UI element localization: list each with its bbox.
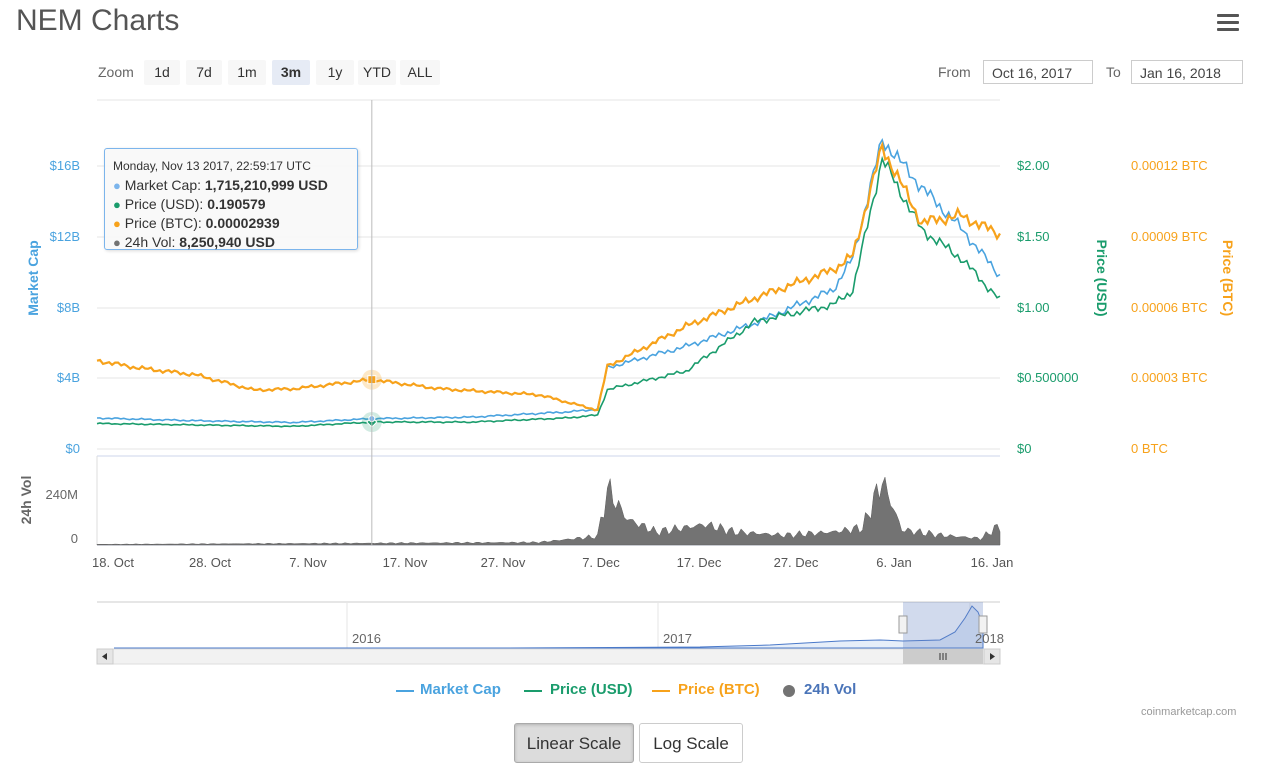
- market-cap-tick-0: $0: [66, 441, 80, 456]
- price-btc-tick-0-00003: 0.00003 BTC: [1131, 370, 1208, 385]
- volume-axis: 240M 0: [45, 487, 78, 546]
- x-axis-ticks: 18. Oct 28. Oct 7. Nov 17. Nov 27. Nov 7…: [92, 555, 1013, 570]
- volume-axis-title: 24h Vol: [18, 476, 34, 525]
- tooltip-row-price-usd: ● Price (USD): 0.190579: [113, 195, 349, 214]
- price-btc-line: [96, 141, 1001, 412]
- legend-volume-icon: [783, 685, 795, 697]
- x-tick-17-dec: 17. Dec: [677, 555, 722, 570]
- legend-item-volume[interactable]: 24h Vol: [804, 681, 857, 698]
- legend-symbols: [396, 685, 795, 697]
- zoom-button-1y[interactable]: 1y: [316, 60, 354, 85]
- log-scale-button[interactable]: Log Scale: [639, 723, 743, 763]
- market-cap-axis: $16B $12B $8B $4B $0: [50, 158, 80, 456]
- legend-item-price-btc[interactable]: Price (BTC): [678, 681, 760, 698]
- tooltip-dot-icon: ●: [113, 216, 121, 231]
- price-btc-axis-title: Price (BTC): [1220, 240, 1236, 316]
- x-tick-27-nov: 27. Nov: [481, 555, 526, 570]
- volume-tick-0: 0: [71, 531, 78, 546]
- linear-scale-button[interactable]: Linear Scale: [514, 723, 634, 763]
- price-btc-axis: 0.00012 BTC 0.00009 BTC 0.00006 BTC 0.00…: [1131, 158, 1208, 456]
- navigator-selection[interactable]: [903, 602, 983, 648]
- navigator-left-handle[interactable]: [898, 615, 908, 634]
- scroll-right-arrow-icon: [990, 653, 995, 660]
- x-tick-18-oct: 18. Oct: [92, 555, 134, 570]
- tooltip-dot-icon: ●: [113, 235, 121, 250]
- navigator-label-2018: 2018: [975, 631, 1004, 646]
- tooltip-row-price-btc: ● Price (BTC): 0.00002939: [113, 214, 349, 233]
- market-cap-axis-title: Market Cap: [25, 240, 41, 315]
- zoom-button-1d[interactable]: 1d: [144, 60, 180, 85]
- zoom-button-ytd[interactable]: YTD: [358, 60, 396, 85]
- range-to-label: To: [1106, 64, 1121, 80]
- scrollbar-track[interactable]: [96, 648, 1001, 665]
- price-usd-line: [96, 155, 1001, 428]
- x-tick-7-nov: 7. Nov: [289, 555, 327, 570]
- price-btc-tick-0-00009: 0.00009 BTC: [1131, 229, 1208, 244]
- tooltip-label: Price (USD):: [124, 196, 204, 212]
- tooltip-value: 0.00002939: [205, 215, 280, 231]
- hamburger-menu-icon[interactable]: [1217, 14, 1239, 32]
- tooltip-value: 1,715,210,999 USD: [204, 177, 328, 193]
- tooltip: Monday, Nov 13 2017, 22:59:17 UTC ● Mark…: [104, 148, 358, 250]
- navigator-labels: 2016 2017 2018: [352, 631, 1004, 646]
- page-title: NEM Charts: [16, 4, 180, 37]
- x-tick-27-dec: 27. Dec: [774, 555, 819, 570]
- tooltip-date: Monday, Nov 13 2017, 22:59:17 UTC: [113, 159, 311, 173]
- market-cap-tick-16b: $16B: [50, 158, 80, 173]
- market-cap-tick-12b: $12B: [50, 229, 80, 244]
- x-tick-28-oct: 28. Oct: [189, 555, 231, 570]
- tooltip-value: 0.190579: [207, 196, 266, 212]
- price-usd-tick-1: $1.00: [1017, 300, 1050, 315]
- price-usd-tick-1-5: $1.50: [1017, 229, 1050, 244]
- zoom-button-7d[interactable]: 7d: [186, 60, 222, 85]
- market-cap-tick-4b: $4B: [57, 370, 80, 385]
- price-btc-tick-0: 0 BTC: [1131, 441, 1168, 456]
- range-from-label: From: [938, 64, 971, 80]
- legend-item-market-cap[interactable]: Market Cap: [420, 681, 501, 698]
- price-usd-tick-0-5: $0.500000: [1017, 370, 1078, 385]
- x-tick-6-jan: 6. Jan: [876, 555, 911, 570]
- navigator[interactable]: 2016 2017 2018: [96, 601, 1004, 665]
- range-from-input[interactable]: Oct 16, 2017: [983, 60, 1093, 84]
- x-tick-7-dec: 7. Dec: [582, 555, 620, 570]
- legend-item-price-usd[interactable]: Price (USD): [550, 681, 633, 698]
- price-btc-tick-0-00012: 0.00012 BTC: [1131, 158, 1208, 173]
- tooltip-dot-icon: ●: [113, 178, 121, 193]
- tooltip-label: 24h Vol:: [124, 234, 176, 250]
- navigator-label-2017: 2017: [663, 631, 692, 646]
- zoom-button-1m[interactable]: 1m: [228, 60, 266, 85]
- price-usd-axis-title: Price (USD): [1094, 239, 1110, 316]
- navigator-label-2016: 2016: [352, 631, 381, 646]
- scroll-left-arrow-icon: [102, 653, 107, 660]
- tooltip-dot-icon: ●: [113, 197, 121, 212]
- range-to-input[interactable]: Jan 16, 2018: [1131, 60, 1243, 84]
- navigator-right-handle[interactable]: [978, 615, 988, 634]
- x-tick-16-jan: 16. Jan: [971, 555, 1014, 570]
- tooltip-value: 8,250,940 USD: [179, 234, 275, 250]
- market-cap-tick-8b: $8B: [57, 300, 80, 315]
- price-usd-tick-0: $0: [1017, 441, 1031, 456]
- volume-area: [96, 476, 1001, 546]
- tooltip-row-volume: ● 24h Vol: 8,250,940 USD: [113, 233, 349, 252]
- tooltip-row-market-cap: ● Market Cap: 1,715,210,999 USD: [113, 176, 349, 195]
- volume-series: [96, 476, 1001, 546]
- zoom-button-all[interactable]: ALL: [400, 60, 440, 85]
- price-series: [96, 138, 1001, 433]
- tooltip-label: Market Cap:: [124, 177, 201, 193]
- price-usd-tick-2: $2.00: [1017, 158, 1050, 173]
- market-cap-line: [96, 138, 1001, 424]
- credit-link[interactable]: coinmarketcap.com: [1141, 706, 1237, 718]
- volume-tick-240m: 240M: [45, 487, 78, 502]
- zoom-button-3m[interactable]: 3m: [272, 60, 310, 85]
- price-btc-tick-0-00006: 0.00006 BTC: [1131, 300, 1208, 315]
- zoom-label: Zoom: [98, 64, 134, 80]
- scrollbar-grip-icon: [939, 653, 947, 660]
- navigator-series: [114, 605, 984, 649]
- tooltip-label: Price (BTC):: [124, 215, 202, 231]
- x-tick-17-nov: 17. Nov: [383, 555, 428, 570]
- price-usd-axis: $2.00 $1.50 $1.00 $0.500000 $0: [1017, 158, 1078, 456]
